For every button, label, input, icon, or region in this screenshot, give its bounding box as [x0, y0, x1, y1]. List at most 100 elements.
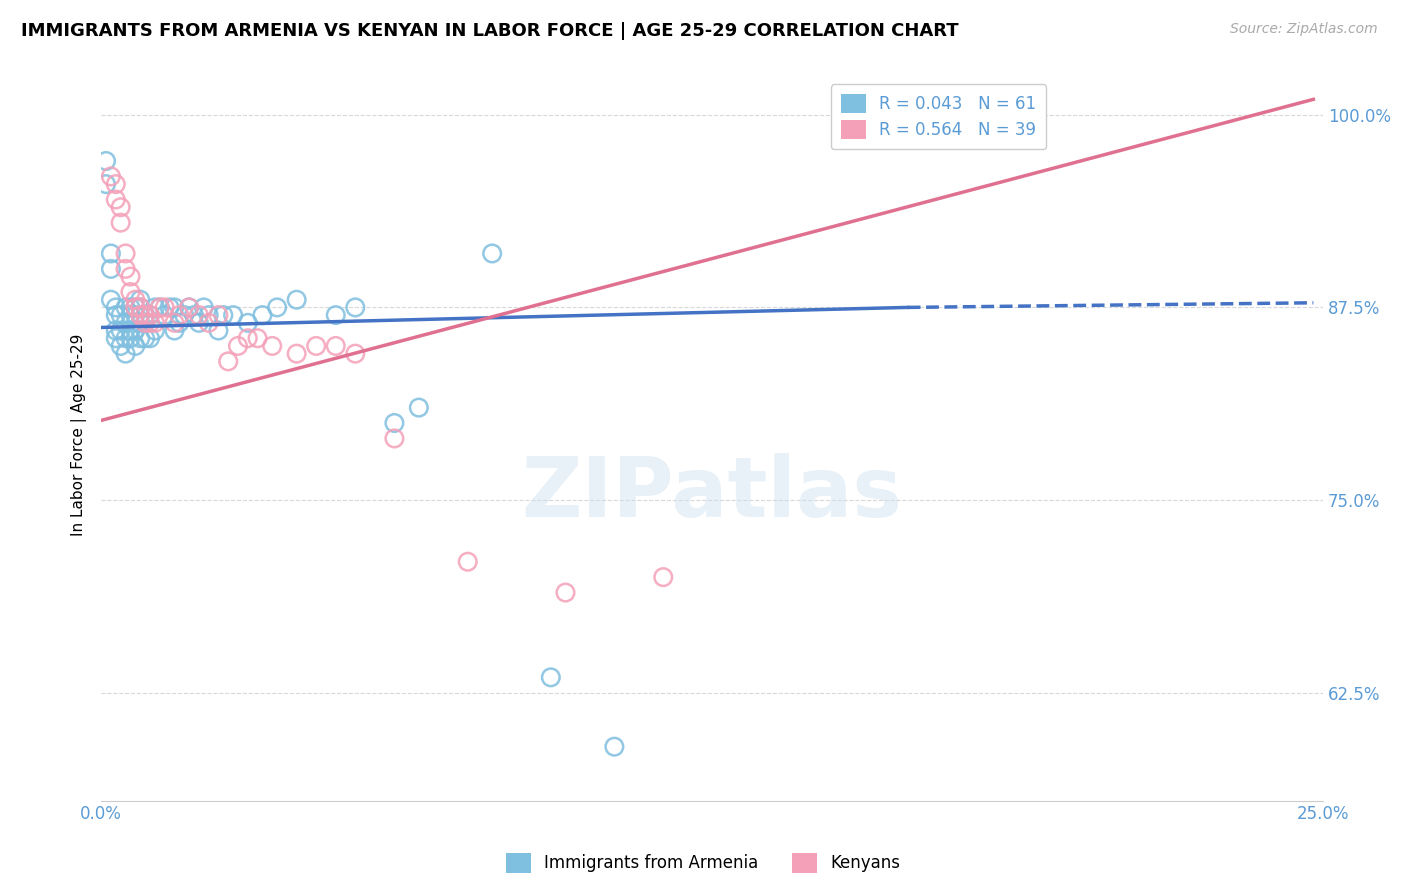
Point: [457, 555, 479, 569]
Point: [104, 177, 127, 191]
Point: [139, 308, 162, 322]
Point: [212, 308, 235, 322]
Point: [554, 585, 576, 599]
Point: [129, 301, 152, 315]
Point: [173, 308, 195, 322]
Point: [120, 331, 142, 345]
Point: [143, 316, 166, 330]
Point: [100, 293, 122, 307]
Point: [217, 354, 239, 368]
Point: [207, 308, 229, 322]
Point: [285, 293, 308, 307]
Text: Source: ZipAtlas.com: Source: ZipAtlas.com: [1230, 22, 1378, 37]
Point: [110, 308, 132, 322]
Point: [159, 301, 181, 315]
Point: [325, 339, 347, 353]
Point: [207, 324, 229, 338]
Point: [187, 316, 209, 330]
Point: [124, 301, 146, 315]
Point: [481, 246, 503, 260]
Point: [124, 308, 146, 322]
Point: [104, 193, 127, 207]
Point: [149, 301, 172, 315]
Point: [408, 401, 430, 415]
Point: [129, 308, 152, 322]
Point: [124, 339, 146, 353]
Point: [134, 308, 156, 322]
Point: [129, 331, 152, 345]
Point: [143, 324, 166, 338]
Point: [120, 324, 142, 338]
Point: [236, 316, 259, 330]
Point: [110, 200, 132, 214]
Point: [149, 301, 172, 315]
Point: [104, 331, 127, 345]
Point: [652, 570, 675, 584]
Point: [262, 339, 284, 353]
Point: [120, 269, 142, 284]
Point: [134, 308, 156, 322]
Y-axis label: In Labor Force | Age 25-29: In Labor Force | Age 25-29: [72, 334, 87, 536]
Point: [114, 301, 136, 315]
Point: [222, 308, 245, 322]
Point: [153, 301, 176, 315]
Point: [163, 301, 186, 315]
Point: [143, 301, 166, 315]
Point: [226, 339, 249, 353]
Point: [110, 339, 132, 353]
Point: [183, 308, 205, 322]
Point: [193, 301, 215, 315]
Legend: Immigrants from Armenia, Kenyans: Immigrants from Armenia, Kenyans: [499, 847, 907, 880]
Point: [120, 285, 142, 299]
Point: [94, 153, 117, 168]
Point: [153, 308, 176, 322]
Point: [139, 331, 162, 345]
Point: [197, 316, 219, 330]
Point: [169, 316, 191, 330]
Point: [104, 308, 127, 322]
Point: [344, 346, 367, 360]
Point: [384, 416, 406, 430]
Point: [540, 670, 562, 684]
Point: [384, 432, 406, 446]
Legend: R = 0.043   N = 61, R = 0.564   N = 39: R = 0.043 N = 61, R = 0.564 N = 39: [831, 84, 1046, 149]
Point: [179, 301, 201, 315]
Point: [114, 331, 136, 345]
Point: [236, 331, 259, 345]
Point: [197, 308, 219, 322]
Point: [124, 324, 146, 338]
Point: [266, 301, 288, 315]
Point: [134, 331, 156, 345]
Point: [120, 301, 142, 315]
Point: [163, 324, 186, 338]
Point: [110, 324, 132, 338]
Point: [134, 316, 156, 330]
Point: [179, 301, 201, 315]
Point: [129, 301, 152, 315]
Point: [169, 308, 191, 322]
Point: [252, 308, 274, 322]
Point: [134, 316, 156, 330]
Point: [114, 346, 136, 360]
Point: [124, 301, 146, 315]
Point: [114, 261, 136, 276]
Point: [104, 301, 127, 315]
Point: [139, 316, 162, 330]
Point: [114, 316, 136, 330]
Point: [285, 346, 308, 360]
Point: [139, 308, 162, 322]
Point: [163, 316, 186, 330]
Point: [124, 293, 146, 307]
Point: [344, 301, 367, 315]
Point: [246, 331, 269, 345]
Text: IMMIGRANTS FROM ARMENIA VS KENYAN IN LABOR FORCE | AGE 25-29 CORRELATION CHART: IMMIGRANTS FROM ARMENIA VS KENYAN IN LAB…: [21, 22, 959, 40]
Point: [120, 308, 142, 322]
Point: [100, 261, 122, 276]
Point: [129, 316, 152, 330]
Point: [114, 246, 136, 260]
Point: [94, 177, 117, 191]
Point: [100, 169, 122, 184]
Point: [305, 339, 328, 353]
Text: ZIPatlas: ZIPatlas: [522, 452, 903, 533]
Point: [325, 308, 347, 322]
